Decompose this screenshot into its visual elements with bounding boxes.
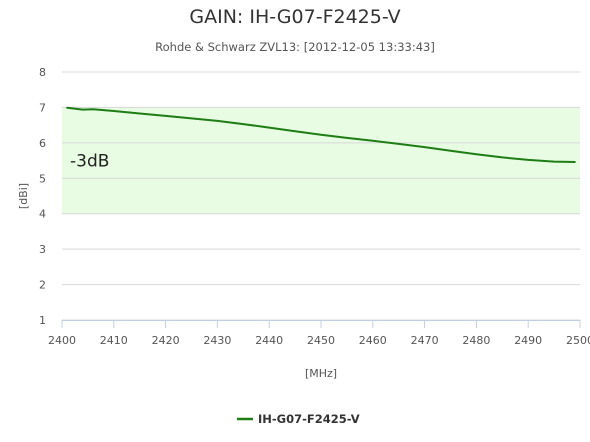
x-tick-label: 2440 (255, 334, 283, 347)
legend-label[interactable]: IH-G07-F2425-V (258, 412, 360, 426)
x-tick-label: 2430 (203, 334, 231, 347)
x-tick-label: 2470 (411, 334, 439, 347)
plot-band (62, 107, 580, 214)
axis-layer: 1 2 3 4 5 6 7 8 2400 2410 2420 2430 2440 2450 2460 2470… (39, 66, 590, 347)
series-layer (66, 106, 576, 163)
x-tick-label: 2480 (462, 334, 490, 347)
x-axis-label: [MHz] (305, 367, 337, 380)
y-tick-label: 3 (39, 243, 46, 256)
x-tick-label: 2410 (100, 334, 128, 347)
x-tick-label: 2460 (359, 334, 387, 347)
x-tick-label: 2500 (566, 334, 590, 347)
y-tick-label: 5 (39, 172, 46, 185)
series-line (66, 106, 576, 163)
y-tick-label: 1 (39, 314, 46, 327)
y-tick-label: 2 (39, 279, 46, 292)
y-tick-label: 7 (39, 101, 46, 114)
legend[interactable]: IH-G07-F2425-V (237, 412, 360, 426)
chart-title: GAIN: IH-G07-F2425-V (189, 6, 401, 28)
plot-band-label: -3dB (70, 151, 109, 171)
chart-subtitle: Rohde & Schwarz ZVL13: [2012-12-05 13:33… (155, 40, 435, 54)
x-tick-label: 2400 (48, 334, 76, 347)
y-tick-label: 6 (39, 137, 46, 150)
y-axis-label: [dBi] (17, 183, 30, 209)
plot-band-layer: -3dB (62, 107, 580, 214)
x-tick-label: 2450 (307, 334, 335, 347)
x-tick-label: 2420 (152, 334, 180, 347)
y-tick-label: 8 (39, 66, 46, 79)
x-tick-label: 2490 (514, 334, 542, 347)
y-tick-label: 4 (39, 208, 46, 221)
